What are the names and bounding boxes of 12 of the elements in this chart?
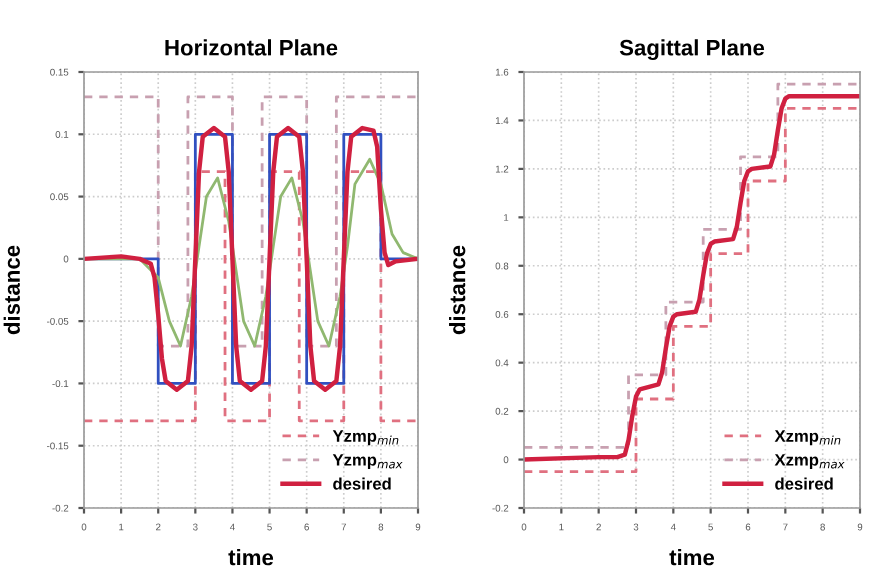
x-axis-title: time: [228, 549, 274, 566]
x-axis-title: time: [669, 549, 715, 566]
legend-label: Xzmp$_{min}$: [774, 430, 841, 446]
y-axis-title: distance: [3, 245, 20, 335]
legend-label: desired: [775, 477, 833, 490]
chart-title: Horizontal Plane: [165, 39, 338, 56]
legend-label: Xzmp$_{max}$: [774, 454, 845, 470]
legend-label: Yzmp$_{max}$: [332, 454, 403, 470]
y-axis-title: distance: [449, 245, 466, 335]
legend-label: Yzmp$_{min}$: [332, 430, 399, 446]
chart-title: Sagittal Plane: [619, 39, 765, 61]
legend-label: desired: [333, 477, 391, 490]
